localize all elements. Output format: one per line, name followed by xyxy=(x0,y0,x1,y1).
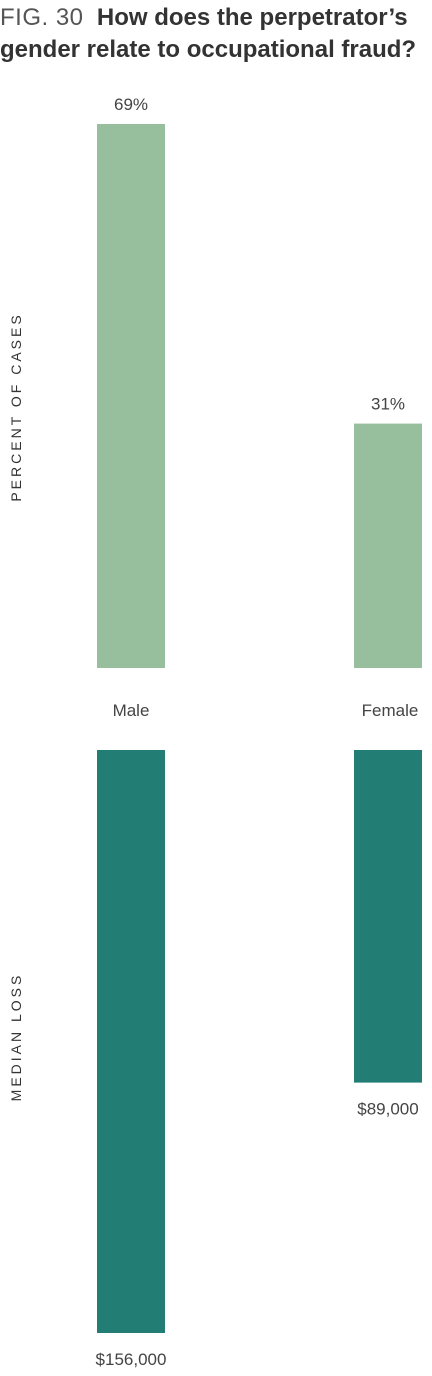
percent-value-labels-group: 69% 31% xyxy=(114,95,405,414)
figure-number: FIG. 30 xyxy=(0,4,84,31)
loss-bar-female xyxy=(354,750,422,1083)
percent-value-label-male: 69% xyxy=(114,95,148,114)
percent-bar-female xyxy=(354,423,422,668)
loss-value-label-female: $89,000 xyxy=(357,1100,418,1119)
loss-bars-group xyxy=(97,750,422,1333)
figure-question: How does the perpetrator’s gender relate… xyxy=(0,4,417,63)
loss-bar-male xyxy=(97,750,165,1333)
percent-bar-male xyxy=(97,124,165,668)
loss-axis-label: MEDIAN LOSS xyxy=(8,973,24,1102)
category-label-female: Female xyxy=(362,701,419,720)
loss-value-label-male: $156,000 xyxy=(96,1350,167,1369)
chart-title: FIG. 30 How does the perpetrator’s gende… xyxy=(0,2,432,66)
percent-axis-label: PERCENT OF CASES xyxy=(8,312,24,501)
percent-value-label-female: 31% xyxy=(371,395,405,414)
percent-bars-group xyxy=(97,124,422,668)
category-label-male: Male xyxy=(113,701,150,720)
loss-value-labels-group: $156,000 $89,000 xyxy=(96,1100,419,1369)
